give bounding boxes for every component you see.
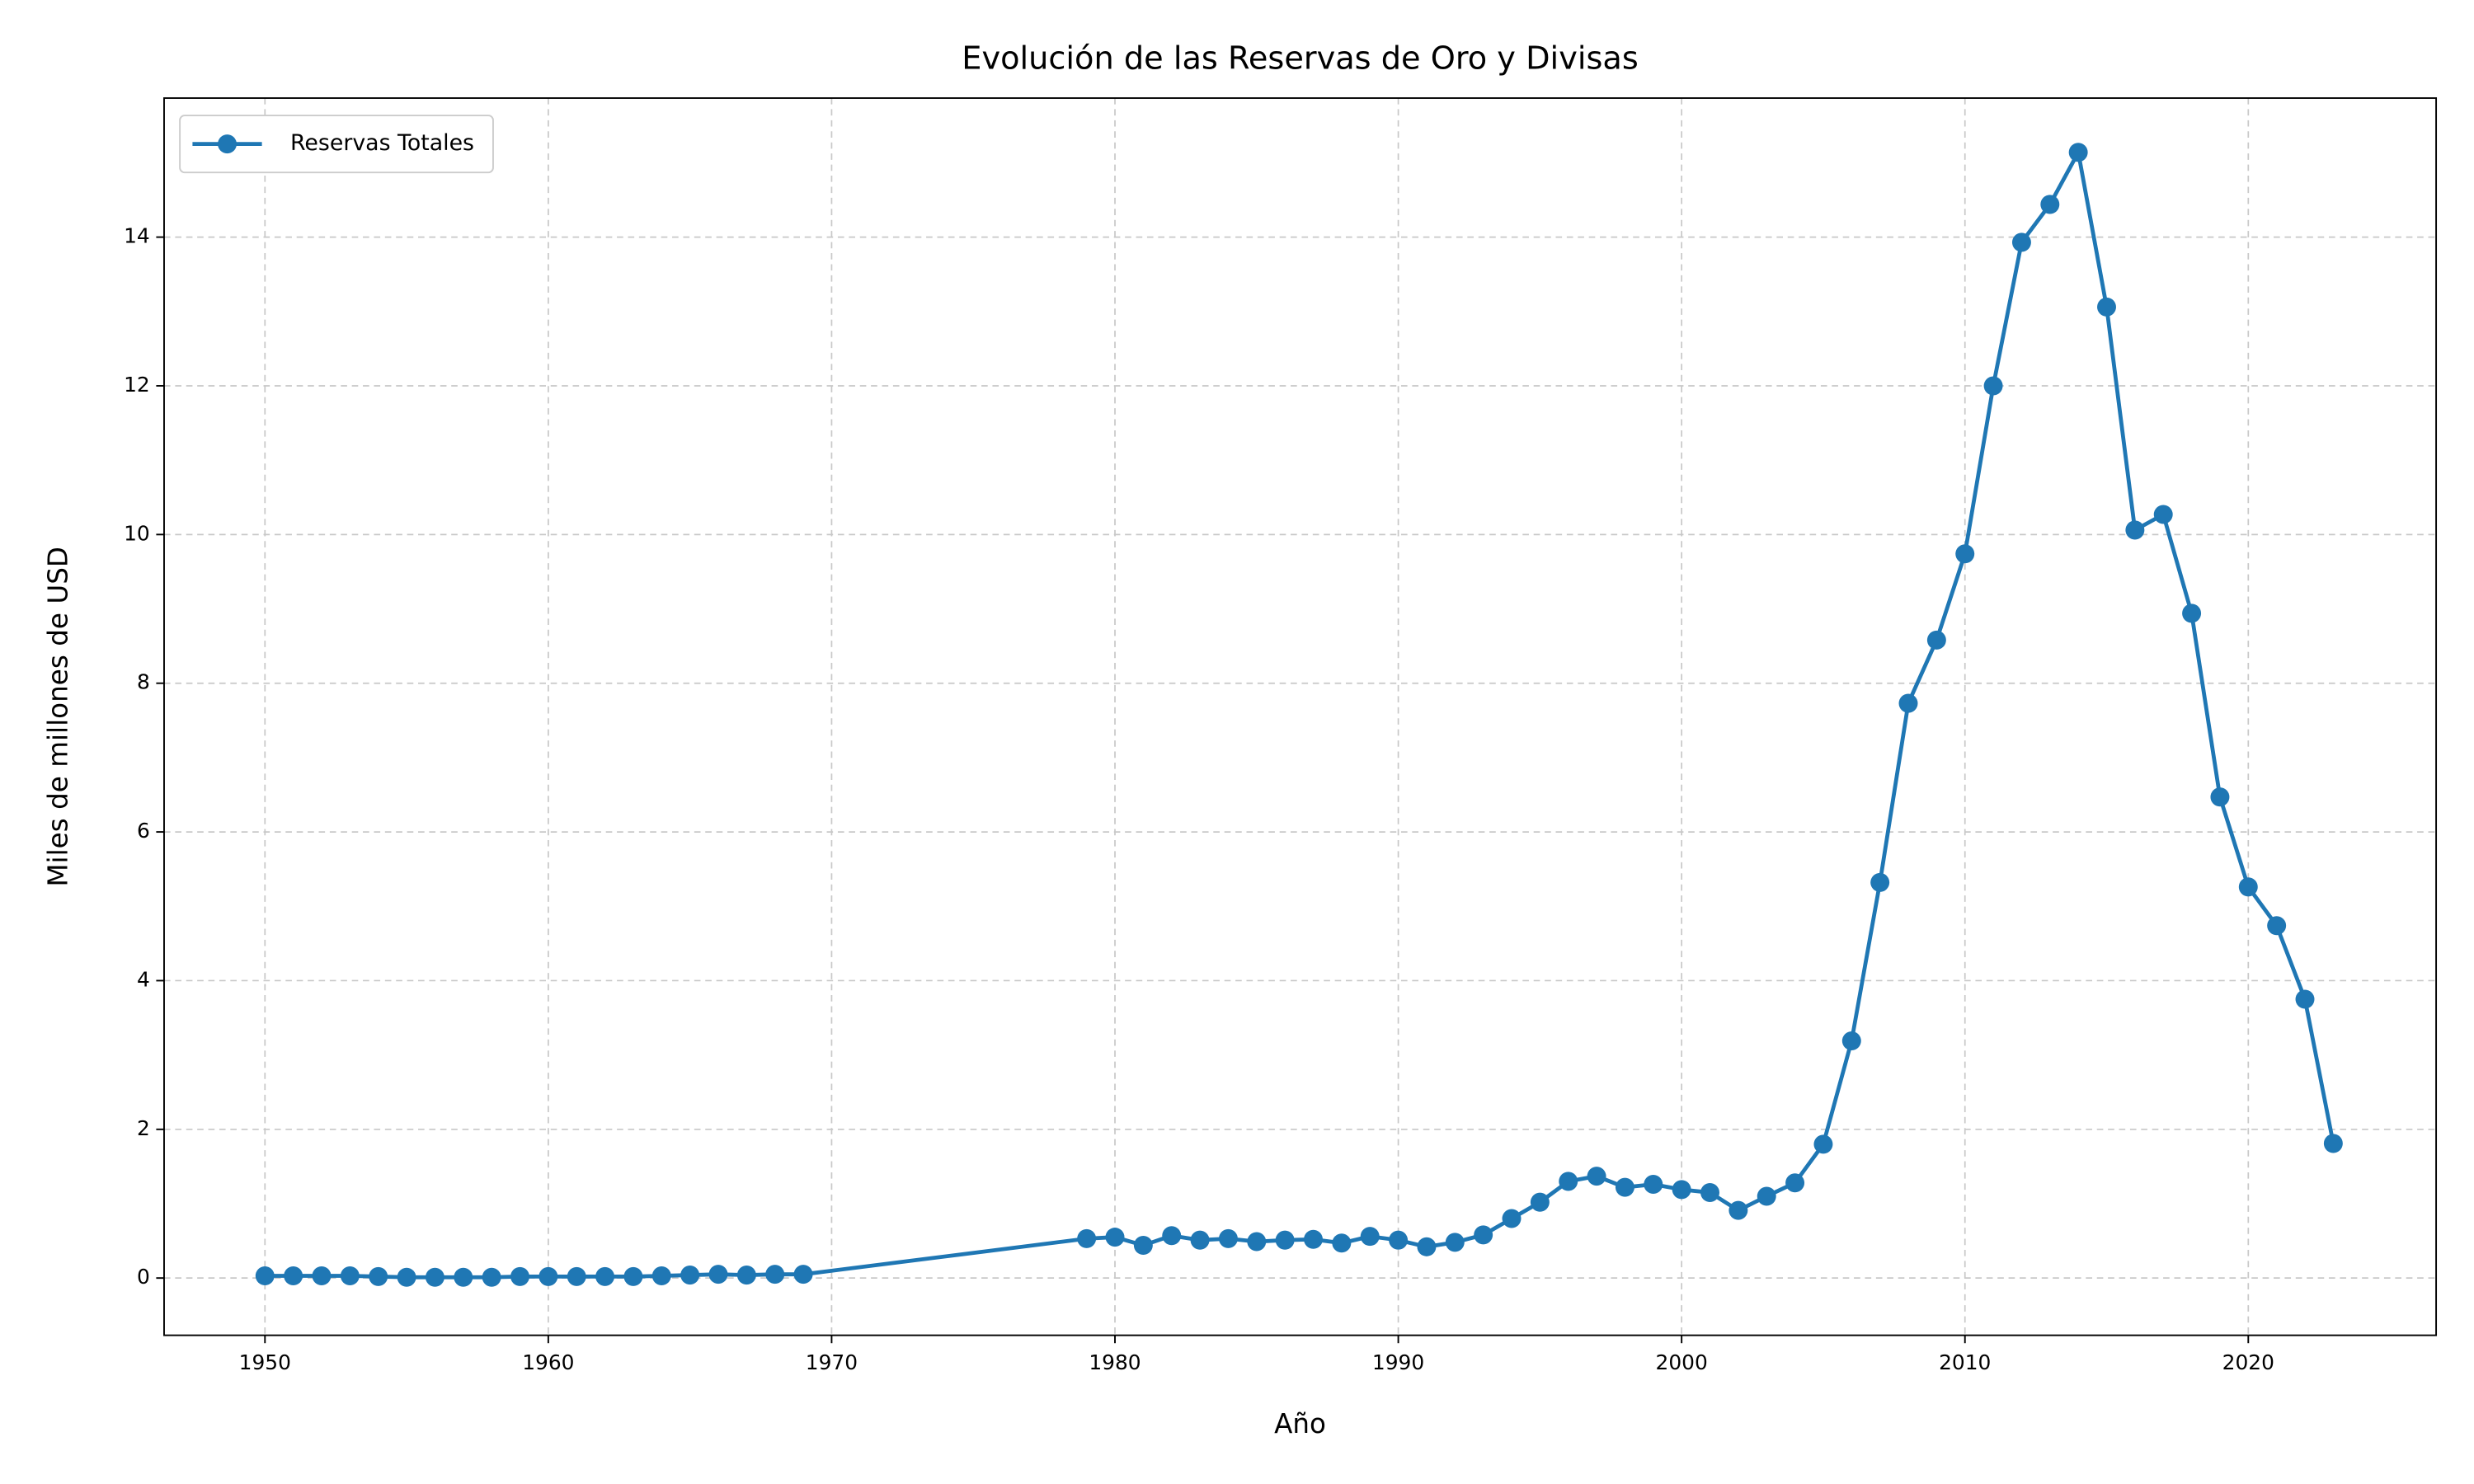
data-point — [1474, 1225, 1493, 1245]
grid — [163, 97, 2437, 1336]
chart-title: Evolución de las Reservas de Oro y Divis… — [962, 40, 1638, 77]
data-point — [736, 1266, 756, 1285]
legend: Reservas Totales — [179, 115, 494, 174]
data-point — [340, 1266, 360, 1285]
data-point — [2040, 195, 2060, 214]
x-tick-label: 1950 — [239, 1350, 291, 1374]
data-point — [2210, 787, 2230, 807]
data-point — [1360, 1227, 1380, 1247]
data-point — [1105, 1228, 1125, 1247]
x-axis-label: Año — [1274, 1408, 1326, 1439]
data-point — [1190, 1230, 1210, 1250]
data-point — [708, 1265, 728, 1284]
data-point — [397, 1267, 416, 1287]
data-point — [1162, 1226, 1182, 1246]
data-point — [651, 1266, 671, 1285]
data-point — [1502, 1209, 1522, 1228]
data-point — [1983, 376, 2003, 396]
data-point — [454, 1267, 473, 1287]
data-point — [2295, 989, 2315, 1009]
data-point — [1275, 1230, 1295, 1250]
data-point — [2267, 916, 2287, 936]
y-tick-label: 14 — [124, 224, 150, 248]
data-point — [1247, 1232, 1267, 1252]
data-point — [1304, 1229, 1323, 1249]
y-tick-label: 12 — [124, 373, 150, 397]
data-point — [2182, 603, 2202, 623]
data-point — [312, 1266, 332, 1285]
data-point — [1841, 1031, 1861, 1051]
x-tick-label: 2000 — [1656, 1350, 1708, 1374]
data-point — [2068, 143, 2088, 162]
plot — [255, 143, 2343, 1287]
data-point — [2125, 520, 2145, 540]
data-point — [1672, 1180, 1691, 1200]
data-point — [284, 1266, 303, 1285]
x-tick-label: 2010 — [1939, 1350, 1991, 1374]
data-point — [1417, 1237, 1437, 1256]
data-point — [369, 1266, 388, 1286]
data-point — [595, 1266, 615, 1286]
data-point — [1389, 1230, 1409, 1250]
data-point — [1077, 1228, 1097, 1248]
data-point — [1644, 1175, 1663, 1195]
data-point — [1926, 630, 1946, 650]
data-point — [1559, 1172, 1578, 1191]
y-tick-label: 6 — [137, 819, 150, 843]
data-point — [1813, 1134, 1833, 1154]
data-point — [1898, 693, 1918, 713]
data-point — [2153, 505, 2173, 524]
data-point — [482, 1267, 501, 1287]
data-point — [793, 1265, 813, 1284]
data-point — [2238, 877, 2258, 897]
data-point — [765, 1265, 785, 1284]
data-point — [1587, 1167, 1606, 1186]
y-tick-label: 0 — [137, 1265, 150, 1289]
data-point — [2097, 297, 2116, 317]
x-tick-label: 1960 — [522, 1350, 574, 1374]
legend-label: Reservas Totales — [290, 130, 474, 156]
data-point — [1700, 1182, 1719, 1202]
data-point — [1870, 872, 1890, 892]
y-tick-label: 2 — [137, 1116, 150, 1140]
data-point — [623, 1266, 643, 1286]
y-tick-label: 10 — [124, 521, 150, 545]
data-point — [510, 1266, 529, 1286]
data-point — [1332, 1233, 1352, 1253]
data-point — [1445, 1233, 1465, 1252]
x-tick-label: 1980 — [1089, 1350, 1141, 1374]
y-tick-label: 4 — [137, 967, 150, 991]
data-point — [1615, 1177, 1634, 1197]
data-point — [425, 1267, 444, 1287]
data-point — [567, 1266, 586, 1286]
legend-marker — [218, 134, 237, 154]
data-point — [1785, 1173, 1805, 1193]
x-tick-label: 1990 — [1372, 1350, 1424, 1374]
y-axis-label: Miles de millones de USD — [43, 547, 74, 887]
data-point — [1530, 1192, 1550, 1212]
data-point — [255, 1266, 275, 1285]
data-point — [680, 1266, 700, 1285]
data-point — [2011, 232, 2031, 252]
x-tick-label: 1970 — [806, 1350, 858, 1374]
data-point — [1757, 1186, 1776, 1206]
data-point — [1729, 1200, 1748, 1220]
data-point — [1955, 544, 1975, 564]
data-point — [2323, 1134, 2343, 1153]
x-tick-label: 2020 — [2222, 1350, 2274, 1374]
data-point — [1133, 1235, 1153, 1256]
y-tick-label: 8 — [137, 670, 150, 694]
axes-frame — [163, 97, 2438, 1336]
data-point — [539, 1266, 558, 1286]
legend-box — [179, 115, 494, 174]
data-point — [1218, 1228, 1238, 1248]
